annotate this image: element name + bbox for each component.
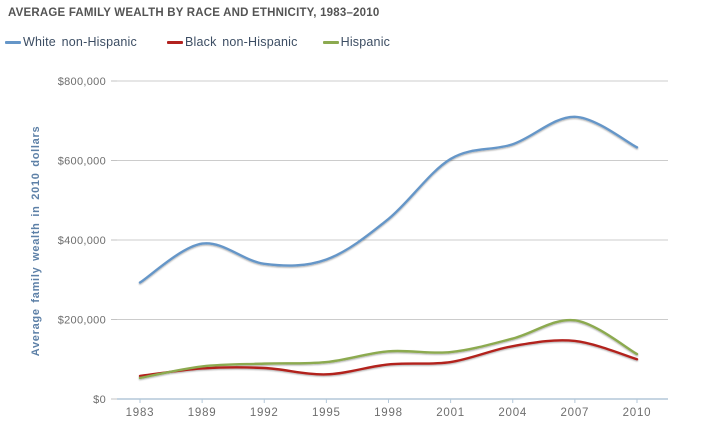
series-line-white-non-hispanic: [138, 115, 639, 284]
line-swatch-icon: [166, 40, 183, 44]
x-tick-label: 2007: [560, 407, 589, 419]
y-tick-label: $200,000: [58, 315, 106, 327]
x-tick-label: 1998: [374, 407, 403, 419]
data-series: [138, 115, 639, 380]
series-line-black-non-hispanic: [138, 339, 639, 378]
x-tick-label: 1992: [250, 407, 279, 419]
legend-label: White non-Hispanic: [23, 35, 137, 49]
legend: White non-Hispanic Black non-Hispanic Hi…: [5, 35, 390, 49]
legend-label: Hispanic: [340, 35, 391, 49]
y-tick-label: $400,000: [58, 235, 106, 247]
x-tick-label: 2001: [436, 407, 465, 419]
x-tick-label: 2010: [623, 407, 652, 419]
y-tick-label: $800,000: [58, 76, 106, 88]
y-tick-label: $0: [93, 394, 106, 406]
axes: [111, 80, 668, 403]
gridlines: [117, 80, 668, 320]
line-swatch-icon: [322, 40, 339, 44]
y-axis-title: Average family wealth in 2010 dollars: [30, 125, 42, 357]
legend-item-hispanic: Hispanic: [322, 35, 391, 49]
y-tick-label: $600,000: [58, 156, 106, 168]
legend-label: Black non-Hispanic: [184, 35, 298, 49]
series-line-hispanic: [138, 318, 639, 380]
legend-item-white: White non-Hispanic: [5, 35, 137, 49]
x-tick-label: 1983: [126, 407, 155, 419]
x-tick-label: 1989: [188, 407, 217, 419]
x-tick-label: 2004: [498, 407, 527, 419]
x-tick-label: 1995: [312, 407, 341, 419]
line-swatch-icon: [5, 40, 21, 44]
chart-title: AVERAGE FAMILY WEALTH BY RACE AND ETHNIC…: [8, 7, 380, 19]
legend-item-black: Black non-Hispanic: [166, 35, 298, 49]
axis-labels: $0 $200,000 $400,000 $600,000 $800,000 1983 19…: [58, 76, 652, 419]
